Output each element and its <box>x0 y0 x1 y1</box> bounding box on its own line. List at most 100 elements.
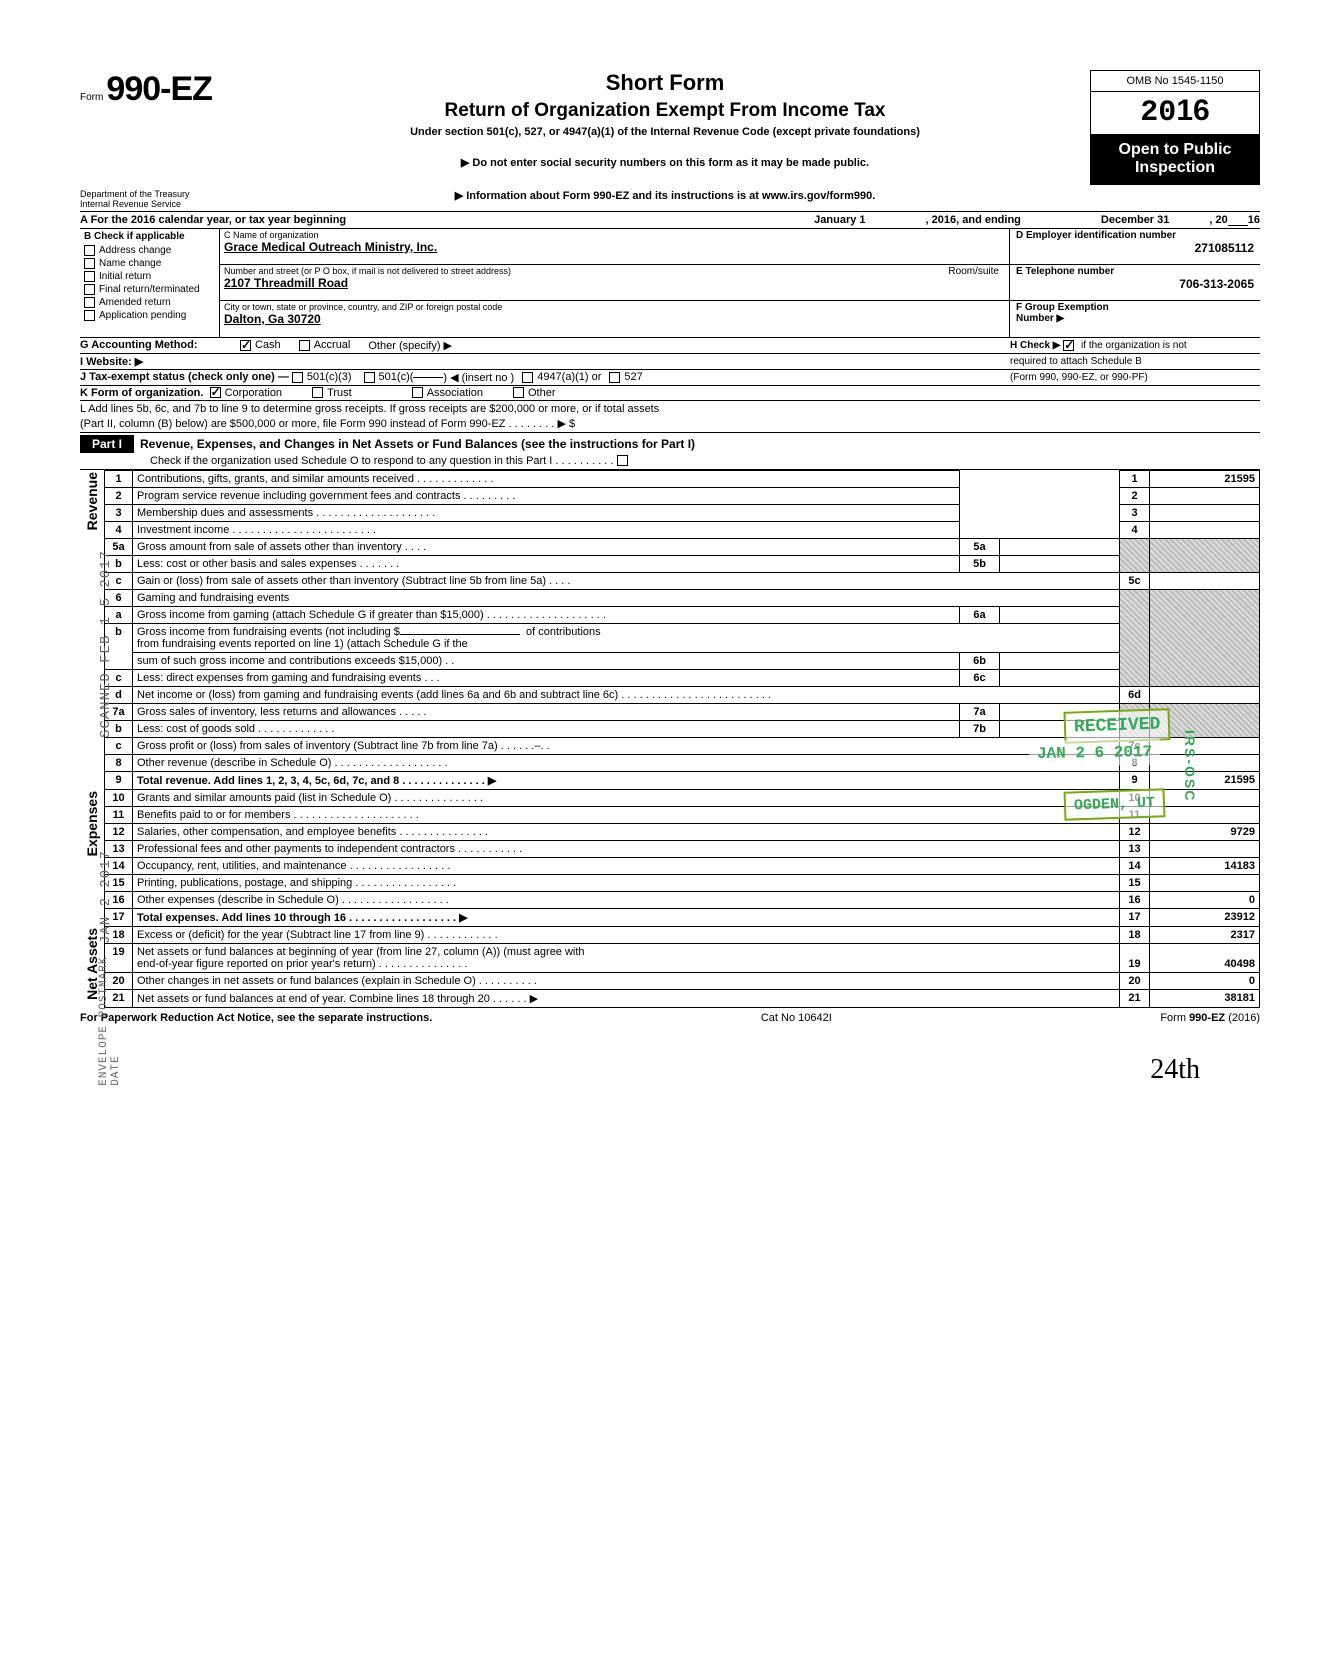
line-11: Benefits paid to or for members . . . . … <box>133 806 1120 823</box>
form-word: Form <box>80 92 103 103</box>
telephone: 706-313-2065 <box>1016 277 1254 291</box>
b-header: B Check if applicable <box>80 229 219 244</box>
c-label: C Name of organization <box>224 230 1005 240</box>
line-5a: Gross amount from sale of assets other t… <box>133 538 960 555</box>
f-label2: Number ▶ <box>1016 313 1254 324</box>
line-8: Other revenue (describe in Schedule O) .… <box>133 754 1120 771</box>
line-14: Occupancy, rent, utilities, and maintena… <box>133 857 1120 874</box>
val-21: 38181 <box>1150 989 1260 1007</box>
info-url: ▶ Information about Form 990-EZ and its … <box>240 189 1090 211</box>
line-6b-1: Gross income from fundraising events (no… <box>133 623 1120 652</box>
f-label1: F Group Exemption <box>1016 302 1254 313</box>
footer-right: Form 990-EZ (2016) <box>1160 1012 1260 1024</box>
line-7b: Less: cost of goods sold . . . . . . . .… <box>133 720 960 737</box>
val-19: 40498 <box>1150 943 1260 972</box>
dept-treasury: Department of the TreasuryInternal Reven… <box>80 189 240 211</box>
val-2 <box>1150 487 1260 504</box>
chk-amended-return[interactable]: Amended return <box>80 296 219 309</box>
val-17: 23912 <box>1150 908 1260 926</box>
line-9: Total revenue. Add lines 1, 2, 3, 4, 5c,… <box>133 771 1120 789</box>
form-number: 990-EZ <box>106 70 212 108</box>
line-18: Excess or (deficit) for the year (Subtra… <box>133 926 1120 943</box>
chk-cash[interactable] <box>240 340 251 351</box>
val-14: 14183 <box>1150 857 1260 874</box>
val-12: 9729 <box>1150 823 1260 840</box>
title-short-form: Short Form <box>250 70 1080 96</box>
line-5c: Gain or (loss) from sale of assets other… <box>133 572 1120 589</box>
chk-accrual[interactable] <box>299 340 310 351</box>
val-6d <box>1150 686 1260 703</box>
val-7c <box>1150 737 1260 754</box>
tax-year: 2016 <box>1091 92 1259 135</box>
line-20: Other changes in net assets or fund bala… <box>133 972 1120 989</box>
val-1: 21595 <box>1150 470 1260 487</box>
chk-initial-return[interactable]: Initial return <box>80 270 219 283</box>
val-8 <box>1150 754 1260 771</box>
val-5c <box>1150 572 1260 589</box>
chk-address-change[interactable]: Address change <box>80 244 219 257</box>
header-grid: B Check if applicable Address change Nam… <box>80 229 1260 338</box>
val-4 <box>1150 521 1260 538</box>
val-16: 0 <box>1150 891 1260 908</box>
row-l2: (Part II, column (B) below) are $500,000… <box>80 417 1260 433</box>
chk-501c[interactable] <box>364 372 375 383</box>
omb-number: OMB No 1545-1150 <box>1091 71 1259 92</box>
line-3: Membership dues and assessments . . . . … <box>133 504 960 521</box>
main-table: Revenue 1Contributions, gifts, grants, a… <box>80 470 1260 1008</box>
line-6d: Net income or (loss) from gaming and fun… <box>133 686 1120 703</box>
line-21: Net assets or fund balances at end of ye… <box>133 989 1120 1007</box>
chk-other-org[interactable] <box>513 387 524 398</box>
chk-schedule-o[interactable] <box>617 455 628 466</box>
line-17: Total expenses. Add lines 10 through 16 … <box>133 908 1120 926</box>
ein: 271085112 <box>1016 241 1254 255</box>
chk-name-change[interactable]: Name change <box>80 257 219 270</box>
part-i-title: Revenue, Expenses, and Changes in Net As… <box>134 437 695 451</box>
org-street: 2107 Threadmill Road <box>224 276 1005 290</box>
row-k-form-org: K Form of organization. Corporation Trus… <box>80 386 1260 401</box>
chk-schedule-b[interactable] <box>1063 340 1074 351</box>
warning-ssn: ▶ Do not enter social security numbers o… <box>250 156 1080 169</box>
chk-application-pending[interactable]: Application pending <box>80 309 219 322</box>
org-city: Dalton, Ga 30720 <box>224 312 1005 326</box>
title-return: Return of Organization Exempt From Incom… <box>250 100 1080 122</box>
section-net-assets: Net Assets <box>84 928 100 1000</box>
line-2: Program service revenue including govern… <box>133 487 960 504</box>
room-suite-label: Room/suite <box>948 266 1005 277</box>
val-13 <box>1150 840 1260 857</box>
line-6: Gaming and fundraising events <box>133 589 1120 606</box>
line-6a: Gross income from gaming (attach Schedul… <box>133 606 960 623</box>
chk-corporation[interactable] <box>210 387 221 398</box>
line-15: Printing, publications, postage, and shi… <box>133 874 1120 891</box>
line-13: Professional fees and other payments to … <box>133 840 1120 857</box>
row-a-tax-year: A For the 2016 calendar year, or tax yea… <box>80 212 1260 229</box>
chk-4947a1[interactable] <box>522 372 533 383</box>
line-7c: Gross profit or (loss) from sales of inv… <box>133 737 1120 754</box>
val-3 <box>1150 504 1260 521</box>
line-6b-2: sum of such gross income and contributio… <box>133 652 960 669</box>
chk-association[interactable] <box>412 387 423 398</box>
form-header: Form 990-EZ Short Form Return of Organiz… <box>80 70 1260 185</box>
e-label: E Telephone number <box>1016 266 1254 277</box>
city-label: City or town, state or province, country… <box>224 302 1005 312</box>
part-i-check: Check if the organization used Schedule … <box>80 453 1260 470</box>
line-12: Salaries, other compensation, and employ… <box>133 823 1120 840</box>
line-5b: Less: cost or other basis and sales expe… <box>133 555 960 572</box>
footer-left: For Paperwork Reduction Act Notice, see … <box>80 1012 432 1024</box>
signature: 24th <box>80 1054 1260 1086</box>
chk-501c3[interactable] <box>292 372 303 383</box>
chk-527[interactable] <box>609 372 620 383</box>
line-10: Grants and similar amounts paid (list in… <box>133 789 1120 806</box>
subtitle: Under section 501(c), 527, or 4947(a)(1)… <box>250 126 1080 138</box>
row-i-website: I Website: ▶ required to attach Schedule… <box>80 354 1260 370</box>
footer: For Paperwork Reduction Act Notice, see … <box>80 1012 1260 1024</box>
val-9: 21595 <box>1150 771 1260 789</box>
val-15 <box>1150 874 1260 891</box>
row-j-tax-exempt: J Tax-exempt status (check only one) — 5… <box>80 370 1260 386</box>
open-to-public: Open to PublicInspection <box>1091 135 1259 184</box>
chk-trust[interactable] <box>312 387 323 398</box>
org-name: Grace Medical Outreach Ministry, Inc. <box>224 240 1005 254</box>
line-6c: Less: direct expenses from gaming and fu… <box>133 669 960 686</box>
val-10 <box>1150 789 1260 806</box>
chk-final-return[interactable]: Final return/terminated <box>80 283 219 296</box>
part-i-header: Part I Revenue, Expenses, and Changes in… <box>80 435 1260 453</box>
